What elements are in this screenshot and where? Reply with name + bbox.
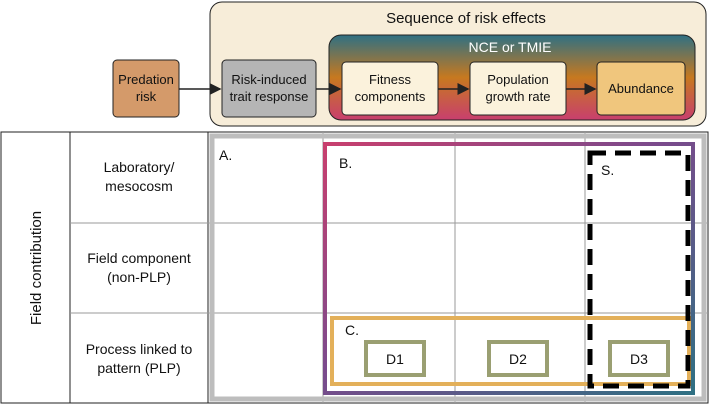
trait-response-box: Risk-induced trait response [221,59,317,118]
abundance-label: Abundance [608,81,674,96]
sequence-title: Sequence of risk effects [386,10,546,27]
region-a-frame [209,133,707,402]
fitness-label-2: components [355,89,426,104]
svg-text:D2: D2 [509,351,527,367]
region-c-frame [330,316,691,386]
row-label-laboratory: Laboratory/ mesocosm [104,159,175,194]
trait-label-1: Risk-induced [231,72,306,87]
svg-text:Field component: Field component [87,250,191,266]
region-s-label: S. [601,162,614,178]
svg-text:D1: D1 [386,351,404,367]
predation-risk-box: Predation risk [112,59,180,118]
population-label-2: growth rate [485,89,550,104]
trait-label-2: trait response [230,89,309,104]
region-b-frame [323,142,695,395]
region-b-label: B. [339,155,352,171]
svg-text:Process linked to: Process linked to [86,341,193,357]
d1-box: D1 [364,340,426,377]
region-c-label: C. [345,322,359,338]
predation-label-2: risk [136,89,157,104]
fitness-label-1: Fitness [369,72,411,87]
svg-text:Laboratory/: Laboratory/ [104,159,175,175]
row-label-plp: Process linked to pattern (PLP) [86,341,193,376]
svg-text:mesocosm: mesocosm [105,178,173,194]
svg-text:pattern (PLP): pattern (PLP) [97,360,180,376]
svg-text:D3: D3 [630,351,648,367]
population-box: Population growth rate [469,61,567,116]
predation-label-1: Predation [118,72,174,87]
region-s-frame [587,150,691,389]
nce-title: NCE or TMIE [469,39,552,55]
svg-text:(non-PLP): (non-PLP) [107,269,171,285]
d2-box: D2 [487,340,549,377]
population-label-1: Population [487,72,548,87]
abundance-box: Abundance [596,61,686,116]
d3-box: D3 [608,340,670,377]
region-a-label: A. [219,147,232,163]
grid-frame [0,131,709,404]
row-label-field-component: Field component (non-PLP) [87,250,191,285]
fitness-box: Fitness components [341,61,439,116]
field-contribution-label: Field contribution [28,211,45,325]
